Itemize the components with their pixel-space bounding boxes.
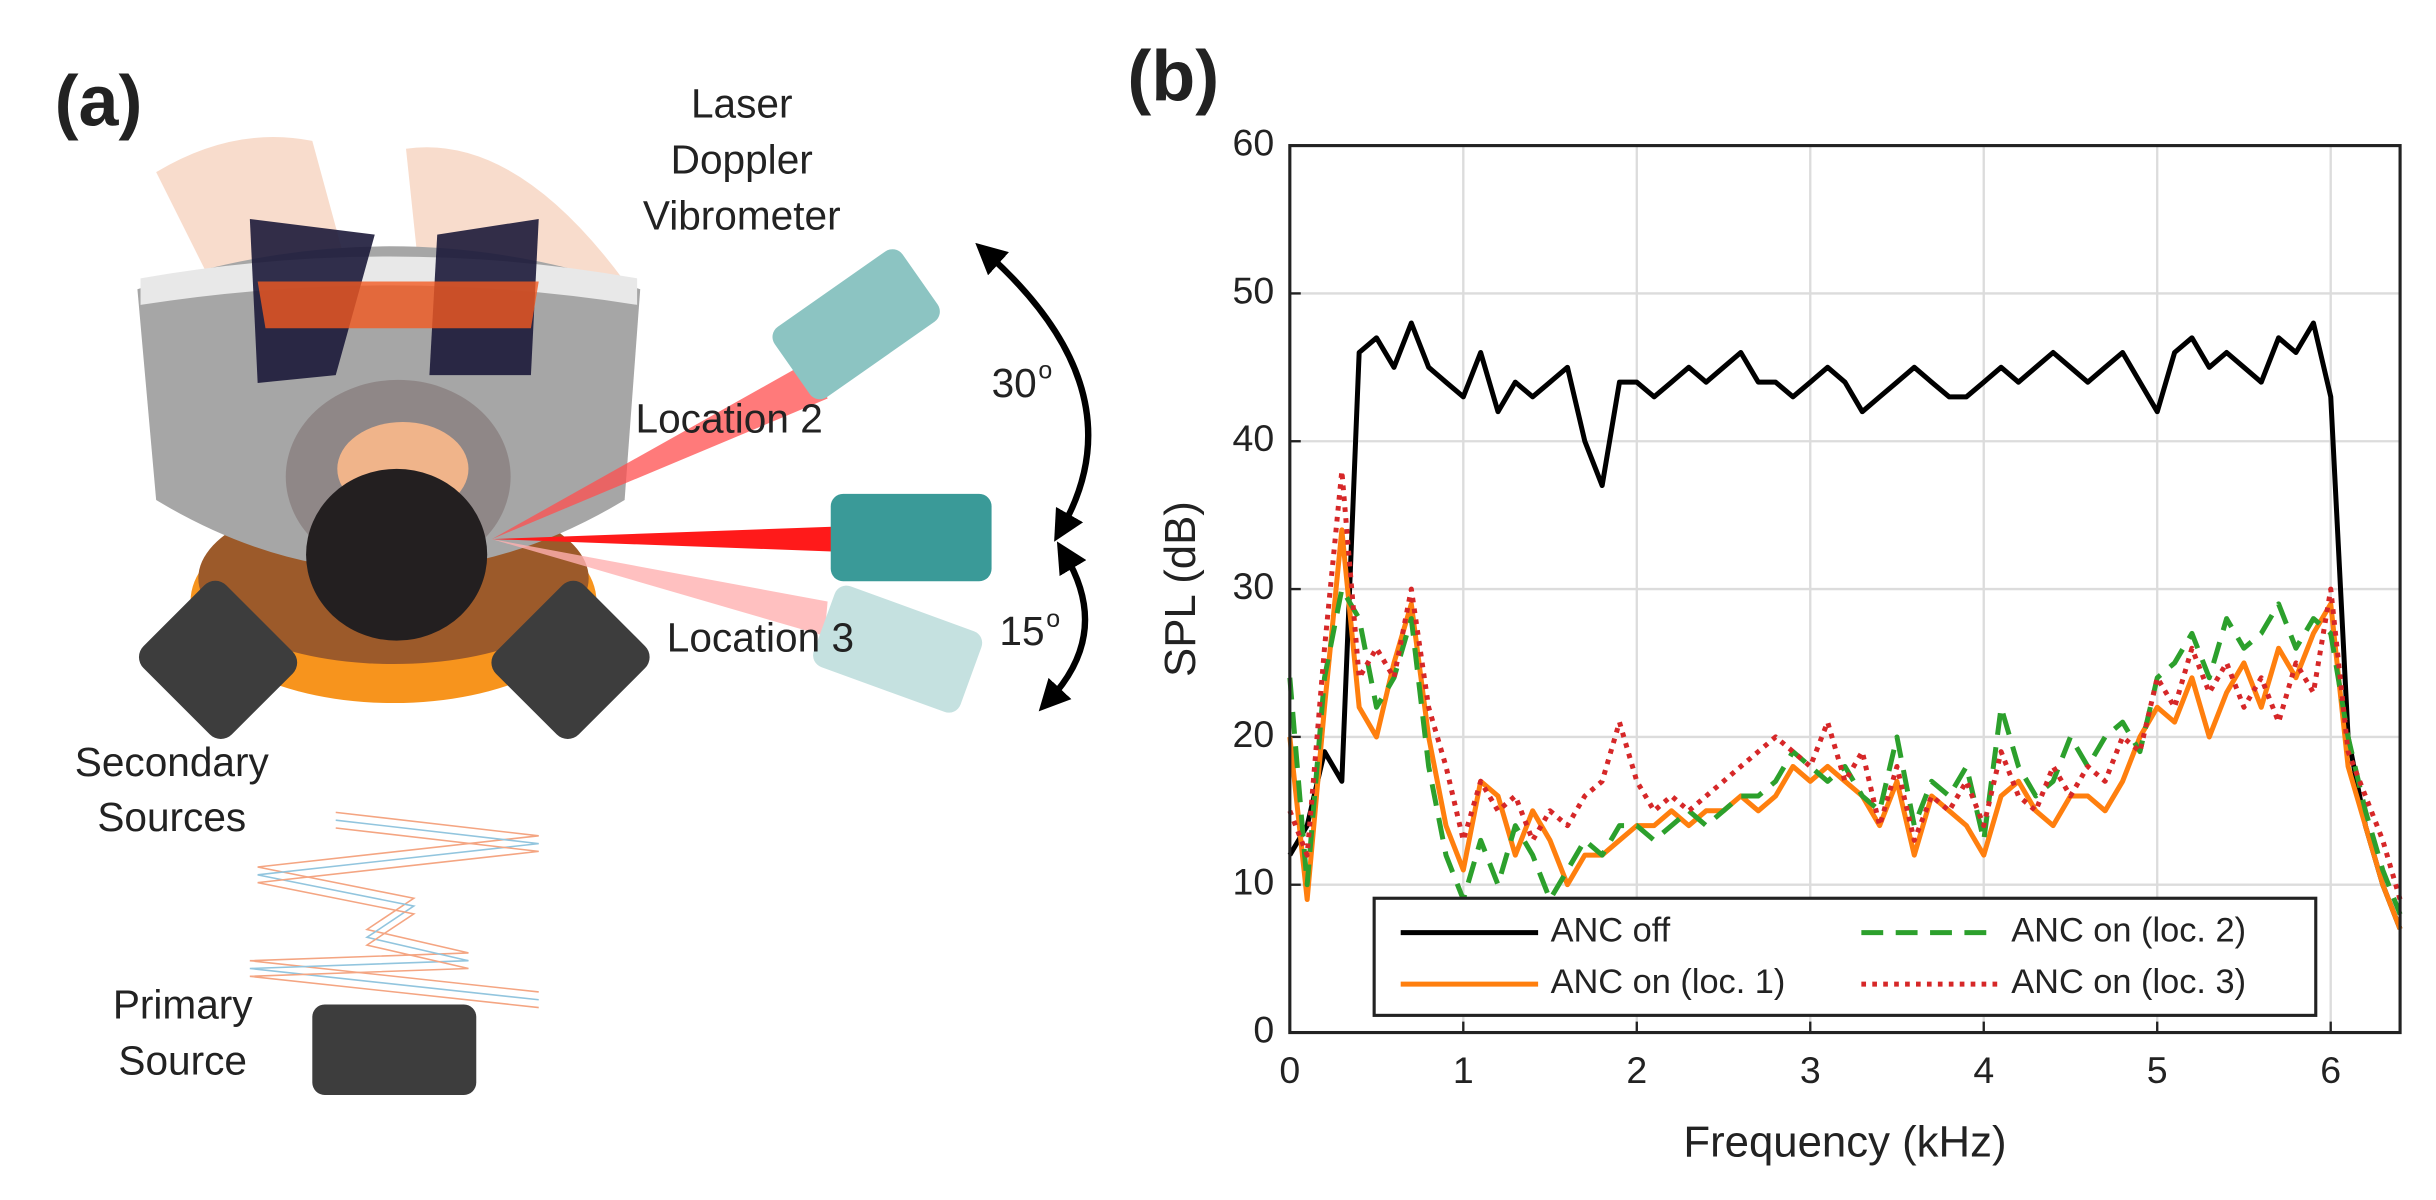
laser-beam-1: [491, 526, 836, 552]
secondary-speaker-left: [138, 580, 298, 739]
secondary-label: Secondary: [75, 739, 270, 785]
legend-label: ANC off: [1551, 912, 1671, 950]
primary-label: Source: [118, 1037, 247, 1083]
y-tick-label: 60: [1233, 121, 1275, 163]
angle-arrow-30: [975, 242, 1092, 542]
vibrometer-loc2: [772, 249, 940, 400]
y-tick-label: 50: [1233, 269, 1275, 311]
x-tick-label: 2: [1626, 1049, 1647, 1091]
hair: [306, 468, 488, 641]
illustration-labels: (a) Laser Doppler Vibrometer Location 2 …: [55, 37, 1219, 1084]
angle-degree: o: [1046, 605, 1060, 633]
angle-label: 30: [992, 360, 1037, 406]
y-tick-label: 40: [1233, 417, 1275, 459]
laser-label: Doppler: [671, 136, 813, 182]
y-tick-label: 0: [1253, 1008, 1274, 1050]
plot-frame: [1288, 144, 2402, 1035]
laser-label: Vibrometer: [643, 193, 841, 239]
laser-beam-2: [491, 359, 828, 540]
series-line: [1287, 586, 2403, 916]
panel-label: (a): [55, 62, 143, 142]
x-tick-label: 3: [1800, 1049, 1821, 1091]
angle-degree: o: [1038, 357, 1052, 385]
x-tick-label: 1: [1453, 1049, 1474, 1091]
legend-box: [1372, 896, 2318, 1017]
vibrometer-loc3: [813, 585, 983, 713]
chart: 0 10 20 30 40 50 60 0 1 2 3 4 5 6 Frequency (kHz) SPL (…: [1156, 121, 2403, 1167]
secondary-speaker-right: [491, 580, 650, 739]
legend-label: ANC on (loc. 3): [2011, 963, 2246, 1001]
location-label: Location 3: [667, 614, 854, 660]
chest: [257, 281, 539, 329]
panel-label: (b): [1127, 37, 1219, 117]
angle-arrow-15: [1038, 541, 1089, 712]
primary-speaker: [312, 1004, 477, 1096]
y-tick-label: 20: [1233, 713, 1275, 755]
y-axis-label: SPL (dB): [1156, 501, 1205, 677]
vibrometer-loc1: [830, 493, 992, 582]
primary-label: Primary: [113, 981, 253, 1027]
x-tick-label: 4: [1973, 1049, 1994, 1091]
legend-label: ANC on (loc. 1): [1551, 963, 1786, 1001]
x-tick-label: 5: [2147, 1049, 2168, 1091]
x-tick-label: 6: [2320, 1049, 2341, 1091]
location-label: Location 2: [636, 396, 823, 442]
y-tick-label: 10: [1233, 861, 1275, 903]
angle-label: 15: [999, 608, 1044, 654]
series-line: [1287, 468, 2403, 901]
sound-coil: [249, 811, 539, 1009]
series-line: [1287, 527, 2403, 930]
x-tick-label: 0: [1279, 1049, 1300, 1091]
laser-label: Laser: [691, 80, 793, 126]
x-axis-label: Frequency (kHz): [1683, 1118, 2006, 1167]
y-tick-label: 30: [1233, 565, 1275, 607]
series-line: [1287, 320, 2403, 930]
illustration: [137, 137, 1092, 1096]
secondary-label: Sources: [97, 794, 246, 840]
laser-beam-3: [491, 539, 828, 636]
legend-label: ANC on (loc. 2): [2011, 912, 2246, 950]
